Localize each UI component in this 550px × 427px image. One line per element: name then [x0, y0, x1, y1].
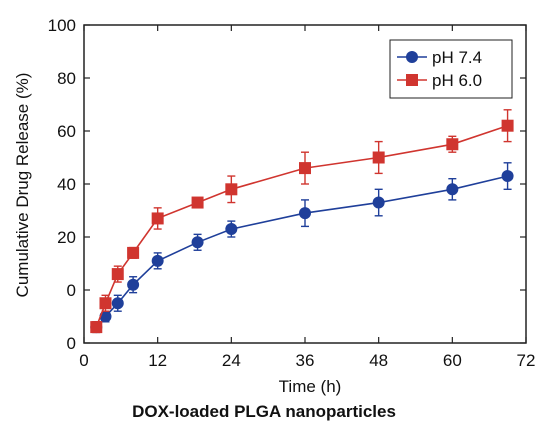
y-tick-label: 0: [67, 334, 76, 353]
y-tick-label: 0: [67, 281, 76, 300]
legend-box: [389, 39, 513, 99]
legend-marker-series-2: [406, 74, 418, 86]
y-tick-label: 40: [57, 175, 76, 194]
data-point-series-2: [225, 183, 238, 196]
y-axis-label: Cumulative Drug Release (%): [13, 73, 32, 298]
data-point-series-2: [151, 212, 164, 225]
x-tick-label: 72: [517, 351, 536, 370]
x-tick-label: 12: [148, 351, 167, 370]
y-tick-label: 80: [57, 69, 76, 88]
data-point-series-1: [225, 223, 238, 236]
data-point-series-2: [191, 196, 204, 209]
data-point-series-1: [372, 196, 385, 209]
legend-marker-series-1: [406, 51, 418, 63]
data-point-series-1: [446, 183, 459, 196]
legend-label-series-2: pH 6.0: [432, 71, 482, 90]
data-point-series-1: [191, 236, 204, 249]
x-tick-label: 36: [296, 351, 315, 370]
data-point-series-1: [111, 297, 124, 310]
figure-caption: DOX-loaded PLGA nanoparticles: [132, 402, 396, 421]
data-point-series-1: [127, 278, 140, 291]
data-point-series-2: [111, 268, 124, 281]
data-point-series-2: [127, 246, 140, 259]
y-tick-label: 100: [48, 16, 76, 35]
x-tick-label: 0: [79, 351, 88, 370]
legend: pH 7.4 pH 6.0: [389, 39, 513, 99]
data-point-series-2: [90, 321, 103, 334]
x-axis-label: Time (h): [279, 377, 342, 396]
x-axis-ticks: 0 12 24 36 48 60 72: [79, 25, 535, 370]
y-tick-label: 20: [57, 228, 76, 247]
data-point-series-1: [299, 207, 311, 220]
series-line-1: [95, 175, 508, 328]
y-axis-label-group: Cumulative Drug Release (%): [13, 73, 32, 298]
data-point-series-2: [372, 151, 385, 164]
x-tick-label: 24: [222, 351, 241, 370]
data-point-series-1: [99, 310, 112, 323]
y-tick-label: 60: [57, 122, 76, 141]
legend-label-series-1: pH 7.4: [432, 48, 482, 67]
x-tick-label: 48: [369, 351, 388, 370]
data-point-series-2: [299, 162, 311, 175]
data-point-series-2: [99, 297, 112, 310]
data-point-series-2: [446, 138, 459, 151]
data-point-series-2: [501, 119, 514, 132]
y-axis-ticks: 0 0 20 40 60 80 100: [48, 16, 526, 353]
series-layer: [90, 109, 514, 334]
data-point-series-1: [151, 254, 164, 267]
data-point-series-1: [501, 170, 514, 183]
x-tick-label: 60: [443, 351, 462, 370]
